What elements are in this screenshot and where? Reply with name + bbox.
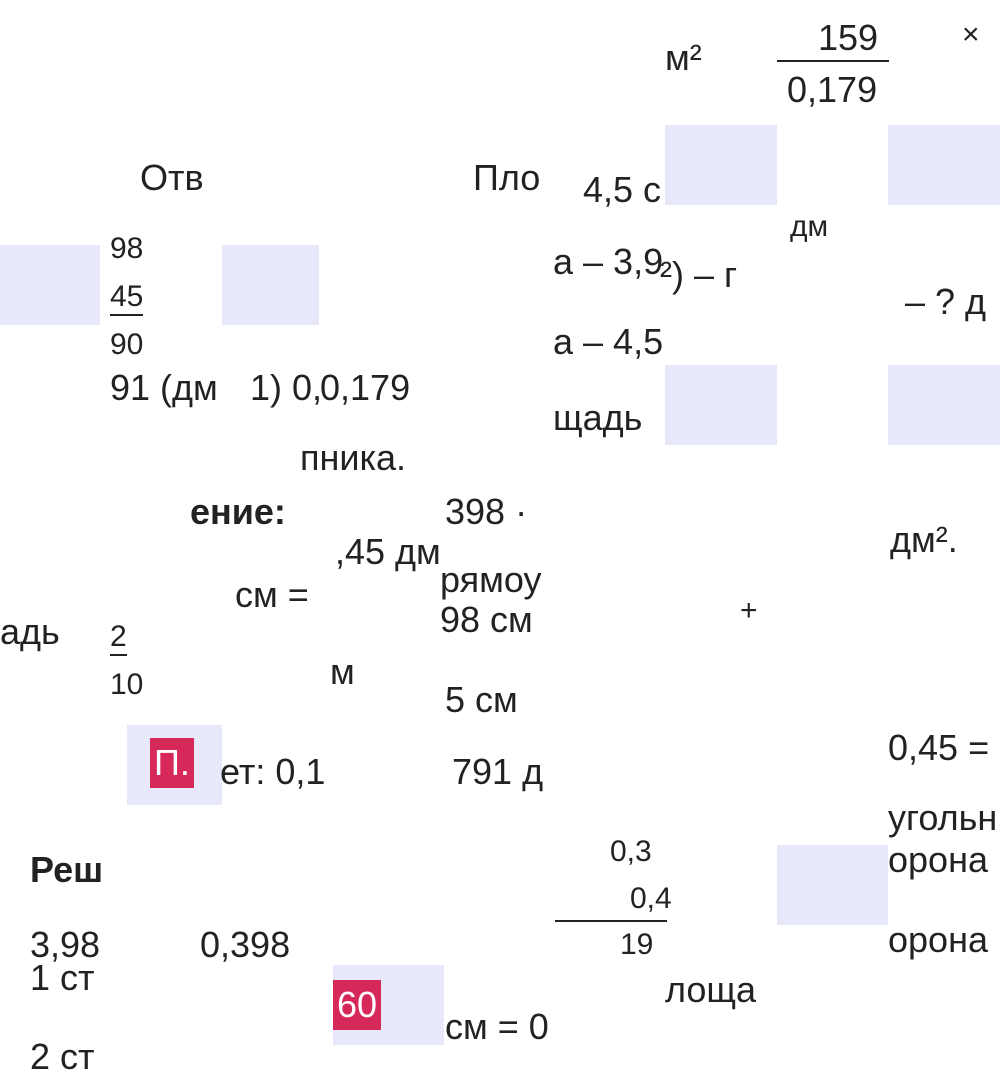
text-fragment: м <box>330 651 355 692</box>
text-fragment: дм². <box>890 519 958 560</box>
text-fragment: а – 3,9 <box>553 241 664 282</box>
highlight <box>888 365 1000 445</box>
text-fragment: м² <box>665 37 702 78</box>
text-fragment: × <box>962 18 980 51</box>
text-fragment: 0,179 <box>787 69 878 110</box>
text-fragment: – ? д <box>905 281 987 322</box>
text-fragment: ²) – г <box>660 254 738 295</box>
text-fragment: 4,5 с <box>583 169 662 210</box>
text-fragment: 90 <box>110 328 144 361</box>
text-fragment: 159 <box>818 17 879 58</box>
highlight <box>665 125 777 205</box>
text-fragment: 1) 0, <box>250 367 323 408</box>
text-fragment: щадь <box>553 397 643 438</box>
text-fragment: 0,3 <box>610 835 652 868</box>
text-fragment: 791 д <box>452 751 544 792</box>
highlight <box>665 365 777 445</box>
text-fragment: а – 4,5 <box>553 321 664 362</box>
text-fragment: пника. <box>300 437 407 478</box>
text-fragment: 5 см <box>445 679 518 720</box>
text-fragment: 2 <box>110 620 127 656</box>
text-fragment: орона <box>888 919 988 960</box>
fraction-line <box>555 920 667 922</box>
text-fragment: см = 0 <box>445 1006 549 1047</box>
text-fragment: 98 <box>110 232 144 265</box>
text-fragment: 0,398 <box>200 924 291 965</box>
text-fragment: угольн <box>888 797 998 838</box>
text-fragment: ,45 дм <box>335 531 441 572</box>
text-fragment: 3,98 <box>30 924 101 965</box>
text-fragment: дм <box>790 210 829 243</box>
text-fragment: 10 <box>110 668 144 701</box>
text-fragment: + <box>740 594 758 627</box>
badge: П. <box>150 738 194 788</box>
text-fragment: см = <box>235 574 309 615</box>
highlight <box>888 125 1000 205</box>
highlight <box>777 845 888 925</box>
text-fragment: ение: <box>190 491 286 532</box>
text-fragment: орона <box>888 839 988 880</box>
text-fragment: Пло <box>473 157 541 198</box>
text-fragment: 19 <box>620 928 654 961</box>
text-fragment: 91 (дм <box>110 367 218 408</box>
text-fragment: лоща <box>665 969 757 1010</box>
fraction-line <box>777 60 889 62</box>
text-fragment: 0,179 <box>320 367 411 408</box>
highlight <box>0 245 100 325</box>
text-fragment: Реш <box>30 849 104 890</box>
highlight <box>222 245 319 325</box>
text-fragment: ет: 0,1 <box>220 751 326 792</box>
text-fragment: 0,4 <box>630 882 672 915</box>
text-fragment: Отв <box>140 157 204 198</box>
text-fragment: рямоу <box>440 559 542 600</box>
badge: 60 <box>333 980 382 1030</box>
text-fragment: 1 ст <box>30 957 95 998</box>
text-fragment: адь <box>0 611 60 652</box>
text-fragment: 2 ст <box>30 1036 95 1077</box>
text-fragment: 98 см <box>440 599 533 640</box>
text-fragment: 0,45 = <box>888 727 990 768</box>
text-fragment: 398 · <box>445 491 528 532</box>
text-fragment: 45 <box>110 280 144 316</box>
